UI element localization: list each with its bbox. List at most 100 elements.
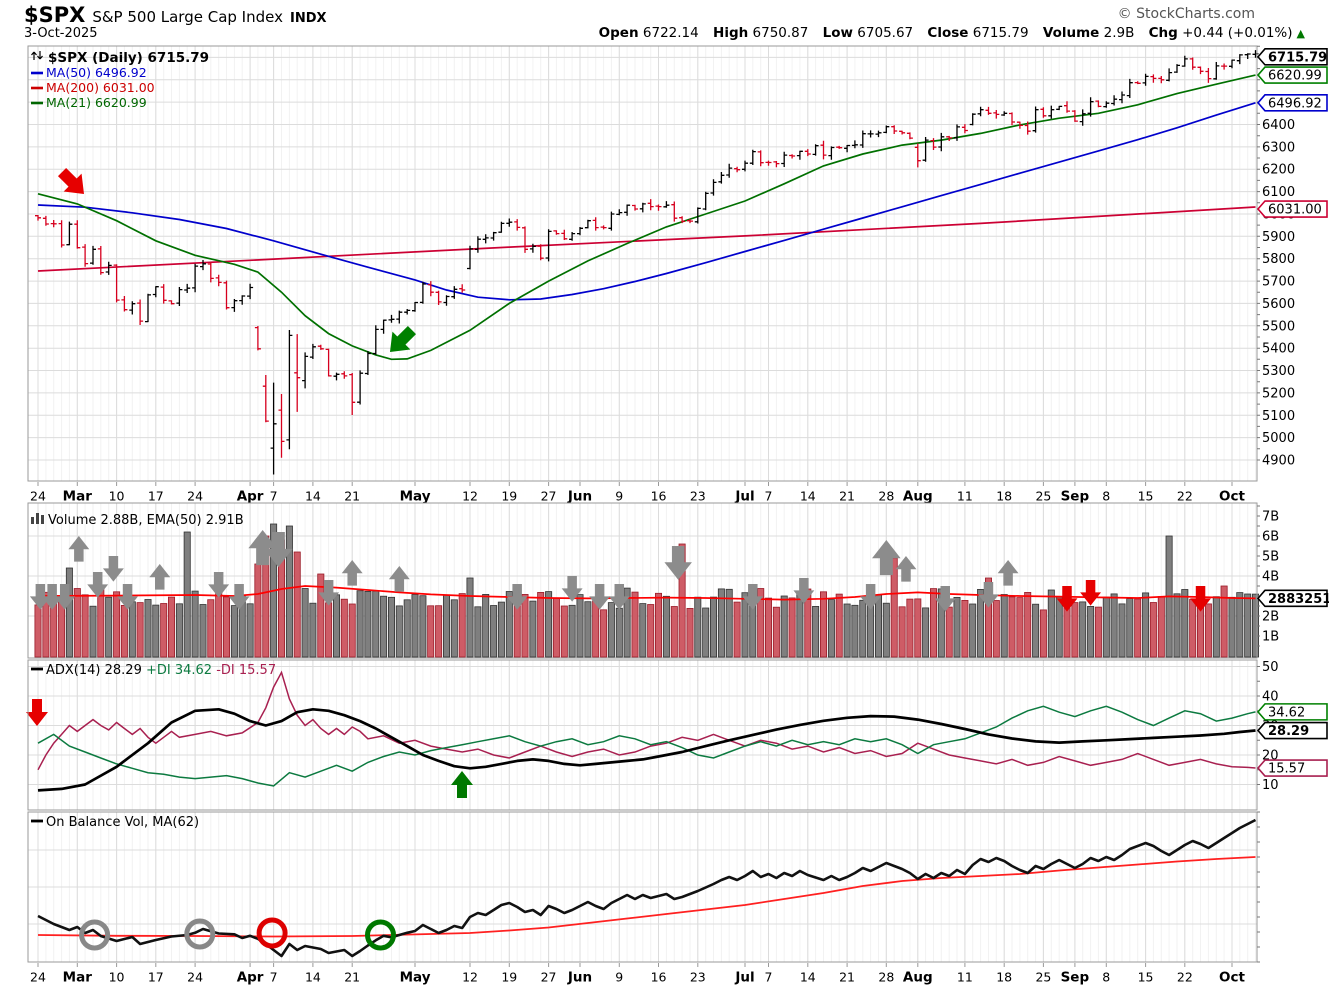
signal-arrow-icon [26, 699, 48, 726]
gray-arrow-icon [793, 578, 815, 604]
x-axis-row-bottom: 24 Mar 10 17 24 Apr 7 14 21 May 12 19 27 Jun 9 16 23 Jul 7… [30, 963, 1245, 986]
svg-text:24: 24 [187, 970, 203, 985]
obv-line [37, 818, 1257, 958]
gray-arrow-icon [149, 564, 171, 590]
gray-arrow-icon [978, 582, 999, 608]
svg-text:May: May [400, 970, 431, 986]
svg-text:50: 50 [1262, 660, 1279, 675]
header: $SPX S&P 500 Large Cap Index INDX © StockC… [0, 0, 1329, 46]
svg-text:14: 14 [305, 489, 321, 504]
svg-text:12: 12 [462, 970, 478, 985]
open-value: 6722.14 [642, 25, 699, 41]
svg-text:5100: 5100 [1262, 409, 1295, 424]
svg-text:16: 16 [651, 489, 667, 504]
svg-text:7: 7 [765, 970, 773, 985]
low-label: Low [822, 25, 853, 41]
svg-text:6B: 6B [1262, 530, 1279, 545]
svg-text:Jul: Jul [734, 970, 754, 986]
gray-arrow-icon [997, 560, 1019, 586]
volume-label: Volume [1042, 25, 1100, 41]
svg-text:Apr: Apr [237, 489, 264, 505]
svg-text:Sep: Sep [1061, 489, 1090, 505]
volume-icon [31, 513, 44, 524]
exchange: INDX [289, 11, 327, 26]
ohlc-bars-down [35, 57, 1228, 458]
gray-arrow-icon [117, 584, 138, 610]
svg-text:8: 8 [1102, 489, 1110, 504]
svg-text:24: 24 [30, 489, 46, 504]
price-tag [1256, 759, 1328, 777]
ohlc-bars-up [66, 50, 1259, 475]
svg-text:21: 21 [839, 489, 855, 504]
crossover-circle-icon [184, 918, 216, 950]
svg-text:6100: 6100 [1262, 185, 1295, 200]
svg-text:MA(200) 6031.00: MA(200) 6031.00 [46, 80, 155, 95]
price-tag [1256, 48, 1328, 66]
chg-value: +0.44 (+0.01%) [1182, 25, 1293, 41]
gray-arrow-icon [742, 584, 764, 610]
svg-text:1B: 1B [1262, 630, 1279, 645]
svg-text:16: 16 [651, 970, 667, 985]
svg-text:25: 25 [1035, 489, 1051, 504]
svg-text:17: 17 [148, 970, 164, 985]
price-pane: 6400630062006100600059005800570056005500… [27, 45, 1328, 482]
svg-text:27: 27 [541, 489, 557, 504]
svg-text:21: 21 [344, 489, 360, 504]
svg-text:5300: 5300 [1262, 364, 1295, 379]
svg-text:10: 10 [109, 970, 125, 985]
volume-pane: 7B6B5B4B3B2B1B2883251 [27, 502, 1329, 659]
gray-arrow-icon [29, 584, 51, 610]
gray-arrow-icon [664, 546, 692, 580]
svg-text:6400: 6400 [1262, 118, 1295, 133]
svg-text:5600: 5600 [1262, 297, 1295, 312]
svg-text:6715.79: 6715.79 [1268, 50, 1327, 65]
svg-text:7: 7 [270, 970, 278, 985]
svg-text:2883251: 2883251 [1268, 592, 1329, 607]
svg-text:21: 21 [839, 970, 855, 985]
gray-arrow-icon [228, 584, 250, 610]
svg-text:2B: 2B [1262, 610, 1279, 625]
svg-text:23: 23 [690, 970, 706, 985]
gray-arrow-icon [589, 584, 611, 610]
signal-arrow-icon [1190, 586, 1211, 612]
svg-text:4900: 4900 [1262, 454, 1295, 469]
gray-arrow-icon [341, 560, 363, 586]
symbol-name: S&P 500 Large Cap Index [92, 8, 283, 26]
svg-text:40: 40 [1262, 690, 1279, 705]
signal-arrow-icon [57, 167, 84, 194]
svg-text:21: 21 [344, 970, 360, 985]
copyright: © StockCharts.com [1117, 6, 1255, 22]
svg-text:5B: 5B [1262, 550, 1279, 565]
svg-text:Mar: Mar [63, 970, 93, 986]
svg-text:27: 27 [541, 970, 557, 985]
obv-legend: On Balance Vol, MA(62) [31, 815, 199, 830]
signal-arrow-icon [390, 325, 417, 352]
svg-text:5400: 5400 [1262, 342, 1295, 357]
price-tag [1256, 66, 1328, 84]
ma21-line [37, 74, 1256, 361]
svg-text:14: 14 [800, 970, 816, 985]
signal-arrow-icon [451, 771, 473, 798]
svg-text:19: 19 [501, 489, 517, 504]
svg-text:6620.99: 6620.99 [1268, 69, 1322, 84]
chg-label: Chg [1148, 25, 1178, 41]
svg-text:Mar: Mar [63, 489, 93, 505]
svg-text:7: 7 [765, 489, 773, 504]
svg-text:6031.00: 6031.00 [1268, 203, 1322, 218]
volume-legend: Volume 2.88B, EMA(50) 2.91B [31, 513, 244, 528]
price-tag [1256, 721, 1328, 740]
svg-text:8: 8 [1102, 970, 1110, 985]
gray-arrow-icon [608, 584, 630, 610]
gray-arrow-icon [68, 536, 90, 562]
volume-ema-line [37, 585, 1256, 601]
quote-summary: Open 6722.14 High 6750.87 Low 6705.67 Cl… [599, 25, 1305, 41]
ma200-line [37, 206, 1256, 272]
svg-text:7: 7 [270, 489, 278, 504]
svg-text:11: 11 [957, 970, 973, 985]
price-tag [1256, 703, 1328, 721]
svg-text:Oct: Oct [1219, 489, 1245, 505]
svg-text:May: May [400, 489, 431, 505]
svg-text:18: 18 [996, 489, 1012, 504]
svg-text:On Balance Vol, MA(62): On Balance Vol, MA(62) [46, 815, 199, 830]
